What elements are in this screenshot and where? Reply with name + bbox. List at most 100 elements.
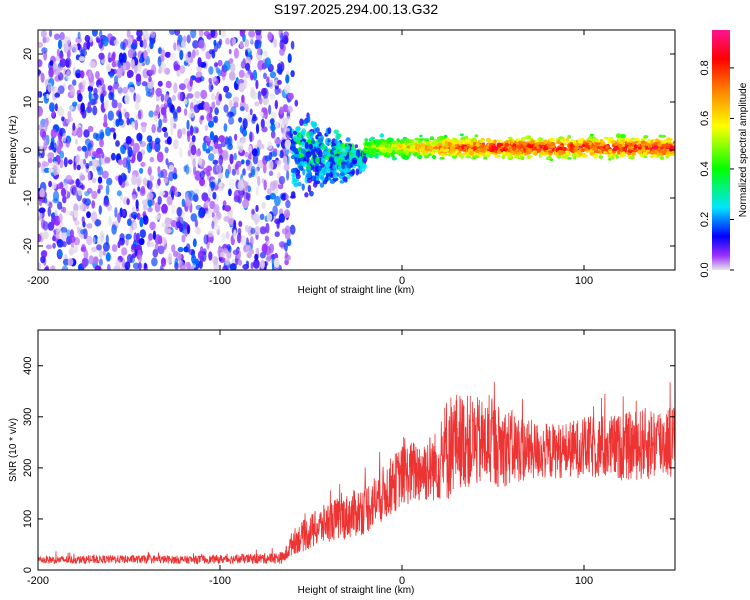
heatmap-cell-noise-631 xyxy=(223,104,229,113)
heatmap-cell-signal-3267 xyxy=(562,147,567,152)
heatmap-cell-noise-1045 xyxy=(247,186,251,193)
heatmap-cell-transition-1918 xyxy=(317,131,322,137)
heatmap-cell-noise-870 xyxy=(164,217,171,226)
heatmap-cell-noise-384 xyxy=(217,59,223,67)
heatmap-cell-noise-1342 xyxy=(163,176,168,184)
heatmap-cell-noise-277 xyxy=(61,265,69,270)
heatmap-cell-noise-560 xyxy=(111,68,118,75)
heatmap-cell-noise-1420 xyxy=(287,92,294,101)
heatmap-cell-noise-1010 xyxy=(225,231,230,240)
heatmap-cell-noise-859 xyxy=(197,103,205,110)
heatmap-cell-noise-406 xyxy=(202,141,207,152)
heatmap-cell-noise-1134 xyxy=(144,32,151,39)
heatmap-cell-signal-3353 xyxy=(590,145,596,148)
heatmap-cell-noise-1152 xyxy=(141,125,147,133)
heatmap-cell-noise-1254 xyxy=(69,85,75,96)
heatmap-cell-noise-968 xyxy=(111,224,117,235)
heatmap-cell-noise-540 xyxy=(189,125,194,136)
heatmap-cell-signal-2701 xyxy=(379,133,385,138)
heatmap-cell-noise-44 xyxy=(97,184,103,190)
heatmap-cell-noise-1155 xyxy=(228,116,235,125)
heatmap-cell-signal-3078 xyxy=(665,153,671,157)
heatmap-cell-noise-1353 xyxy=(97,84,102,95)
heatmap-cell-noise-1497 xyxy=(52,198,59,204)
heatmap-cell-noise-653 xyxy=(253,258,260,269)
snr-x-ticks: -200 -100 0 100 xyxy=(27,330,593,587)
heatmap-cell-noise-857 xyxy=(245,103,249,113)
heatmap-cell-noise-202 xyxy=(113,81,120,90)
heatmap-cell-signal-3060 xyxy=(537,138,541,142)
heatmap-cell-noise-702 xyxy=(269,92,275,100)
heatmap-cell-noise-941 xyxy=(132,262,140,270)
heatmap-cell-transition-1913 xyxy=(294,153,300,158)
heatmap-cell-noise-862 xyxy=(169,52,177,61)
heatmap-cell-signal-3323 xyxy=(652,145,659,150)
heatmap-cell-noise-1419 xyxy=(65,69,72,81)
heatmap-cell-noise-127 xyxy=(221,232,226,243)
heatmap-cell-noise-342 xyxy=(229,63,236,73)
snr-x-tick-label--100: -100 xyxy=(209,575,231,587)
heatmap-cell-noise-496 xyxy=(224,168,230,179)
heatmap-cell-noise-1361 xyxy=(80,49,87,57)
heatmap-cell-signal-2902 xyxy=(543,139,548,143)
heatmap-cell-noise-1215 xyxy=(91,211,98,223)
heatmap-cell-noise-529 xyxy=(80,229,86,235)
heatmap-cell-noise-1243 xyxy=(279,106,284,115)
heatmap-cell-signal-3122 xyxy=(646,142,650,146)
heatmap-cell-noise-557 xyxy=(157,195,162,205)
heatmap-cell-noise-427 xyxy=(284,84,291,95)
heatmap-cell-signal-3326 xyxy=(539,146,543,149)
heatmap-cell-signal-3390 xyxy=(527,148,533,152)
heatmap-cell-signal-3378 xyxy=(485,145,489,150)
heatmap-cell-noise-1017 xyxy=(275,159,282,165)
heatmap-cell-transition-1980 xyxy=(298,133,303,139)
heatmap-cell-transition-1884 xyxy=(294,99,299,107)
heatmap-cell-noise-1450 xyxy=(138,262,142,270)
heatmap-cell-noise-348 xyxy=(134,102,140,111)
heatmap-cell-signal-2502 xyxy=(660,157,665,160)
heatmap-cell-noise-984 xyxy=(162,126,168,133)
heatmap-cell-transition-1991 xyxy=(301,141,305,148)
snr-x-axis-label: Height of straight line (km) xyxy=(298,585,415,596)
heatmap-cell-signal-3350 xyxy=(573,143,578,146)
heatmap-cell-noise-1344 xyxy=(160,168,168,179)
heatmap-cell-noise-1378 xyxy=(260,259,265,269)
heatmap-cell-noise-1331 xyxy=(198,39,205,49)
heatmap-cell-transition-1950 xyxy=(299,118,304,126)
heatmap-cell-noise-1229 xyxy=(218,154,224,166)
heatmap-cell-noise-1287 xyxy=(252,69,258,81)
heatmap-cell-transition-1895 xyxy=(322,168,327,176)
heatmap-cell-noise-1208 xyxy=(87,85,94,93)
heatmap-cell-signal-2891 xyxy=(507,136,513,140)
heatmap-cell-signal-3319 xyxy=(425,142,431,146)
heatmap-x-ticks: -200 -100 0 100 xyxy=(27,30,593,287)
heatmap-cell-noise-1218 xyxy=(206,112,213,122)
heatmap-cell-noise-1425 xyxy=(81,257,88,269)
heatmap-cell-noise-473 xyxy=(185,164,190,175)
heatmap-x-tick-label-0: 0 xyxy=(399,275,405,287)
heatmap-cell-transition-1921 xyxy=(294,158,298,165)
heatmap-cell-noise-1207 xyxy=(135,199,139,210)
heatmap-cell-signal-2979 xyxy=(658,134,663,138)
heatmap-cell-signal-3317 xyxy=(593,137,599,142)
heatmap-cell-signal-2892 xyxy=(666,150,670,155)
heatmap-cell-noise-23 xyxy=(117,102,122,109)
heatmap-cell-noise-364 xyxy=(162,117,168,124)
heatmap-cell-noise-90 xyxy=(236,232,242,244)
heatmap-cell-noise-1076 xyxy=(69,104,74,111)
heatmap-cell-noise-969 xyxy=(191,135,196,143)
heatmap-cell-noise-1388 xyxy=(53,61,58,70)
heatmap-cell-noise-953 xyxy=(255,41,262,49)
heatmap-cell-noise-1306 xyxy=(159,190,166,196)
heatmap-cell-transition-1867 xyxy=(327,176,332,181)
heatmap-cell-noise-1418 xyxy=(248,145,252,153)
heatmap-cell-noise-697 xyxy=(79,174,86,181)
heatmap-cell-signal-3163 xyxy=(637,144,641,147)
heatmap-cell-noise-933 xyxy=(56,239,64,248)
heatmap-cell-noise-774 xyxy=(269,118,275,125)
heatmap-cell-noise-346 xyxy=(101,170,109,179)
heatmap-cell-signal-3092 xyxy=(433,140,439,144)
heatmap-cell-signal-2876 xyxy=(419,134,423,138)
heatmap-cell-signal-3082 xyxy=(544,151,550,155)
heatmap-cell-noise-1455 xyxy=(39,128,47,138)
